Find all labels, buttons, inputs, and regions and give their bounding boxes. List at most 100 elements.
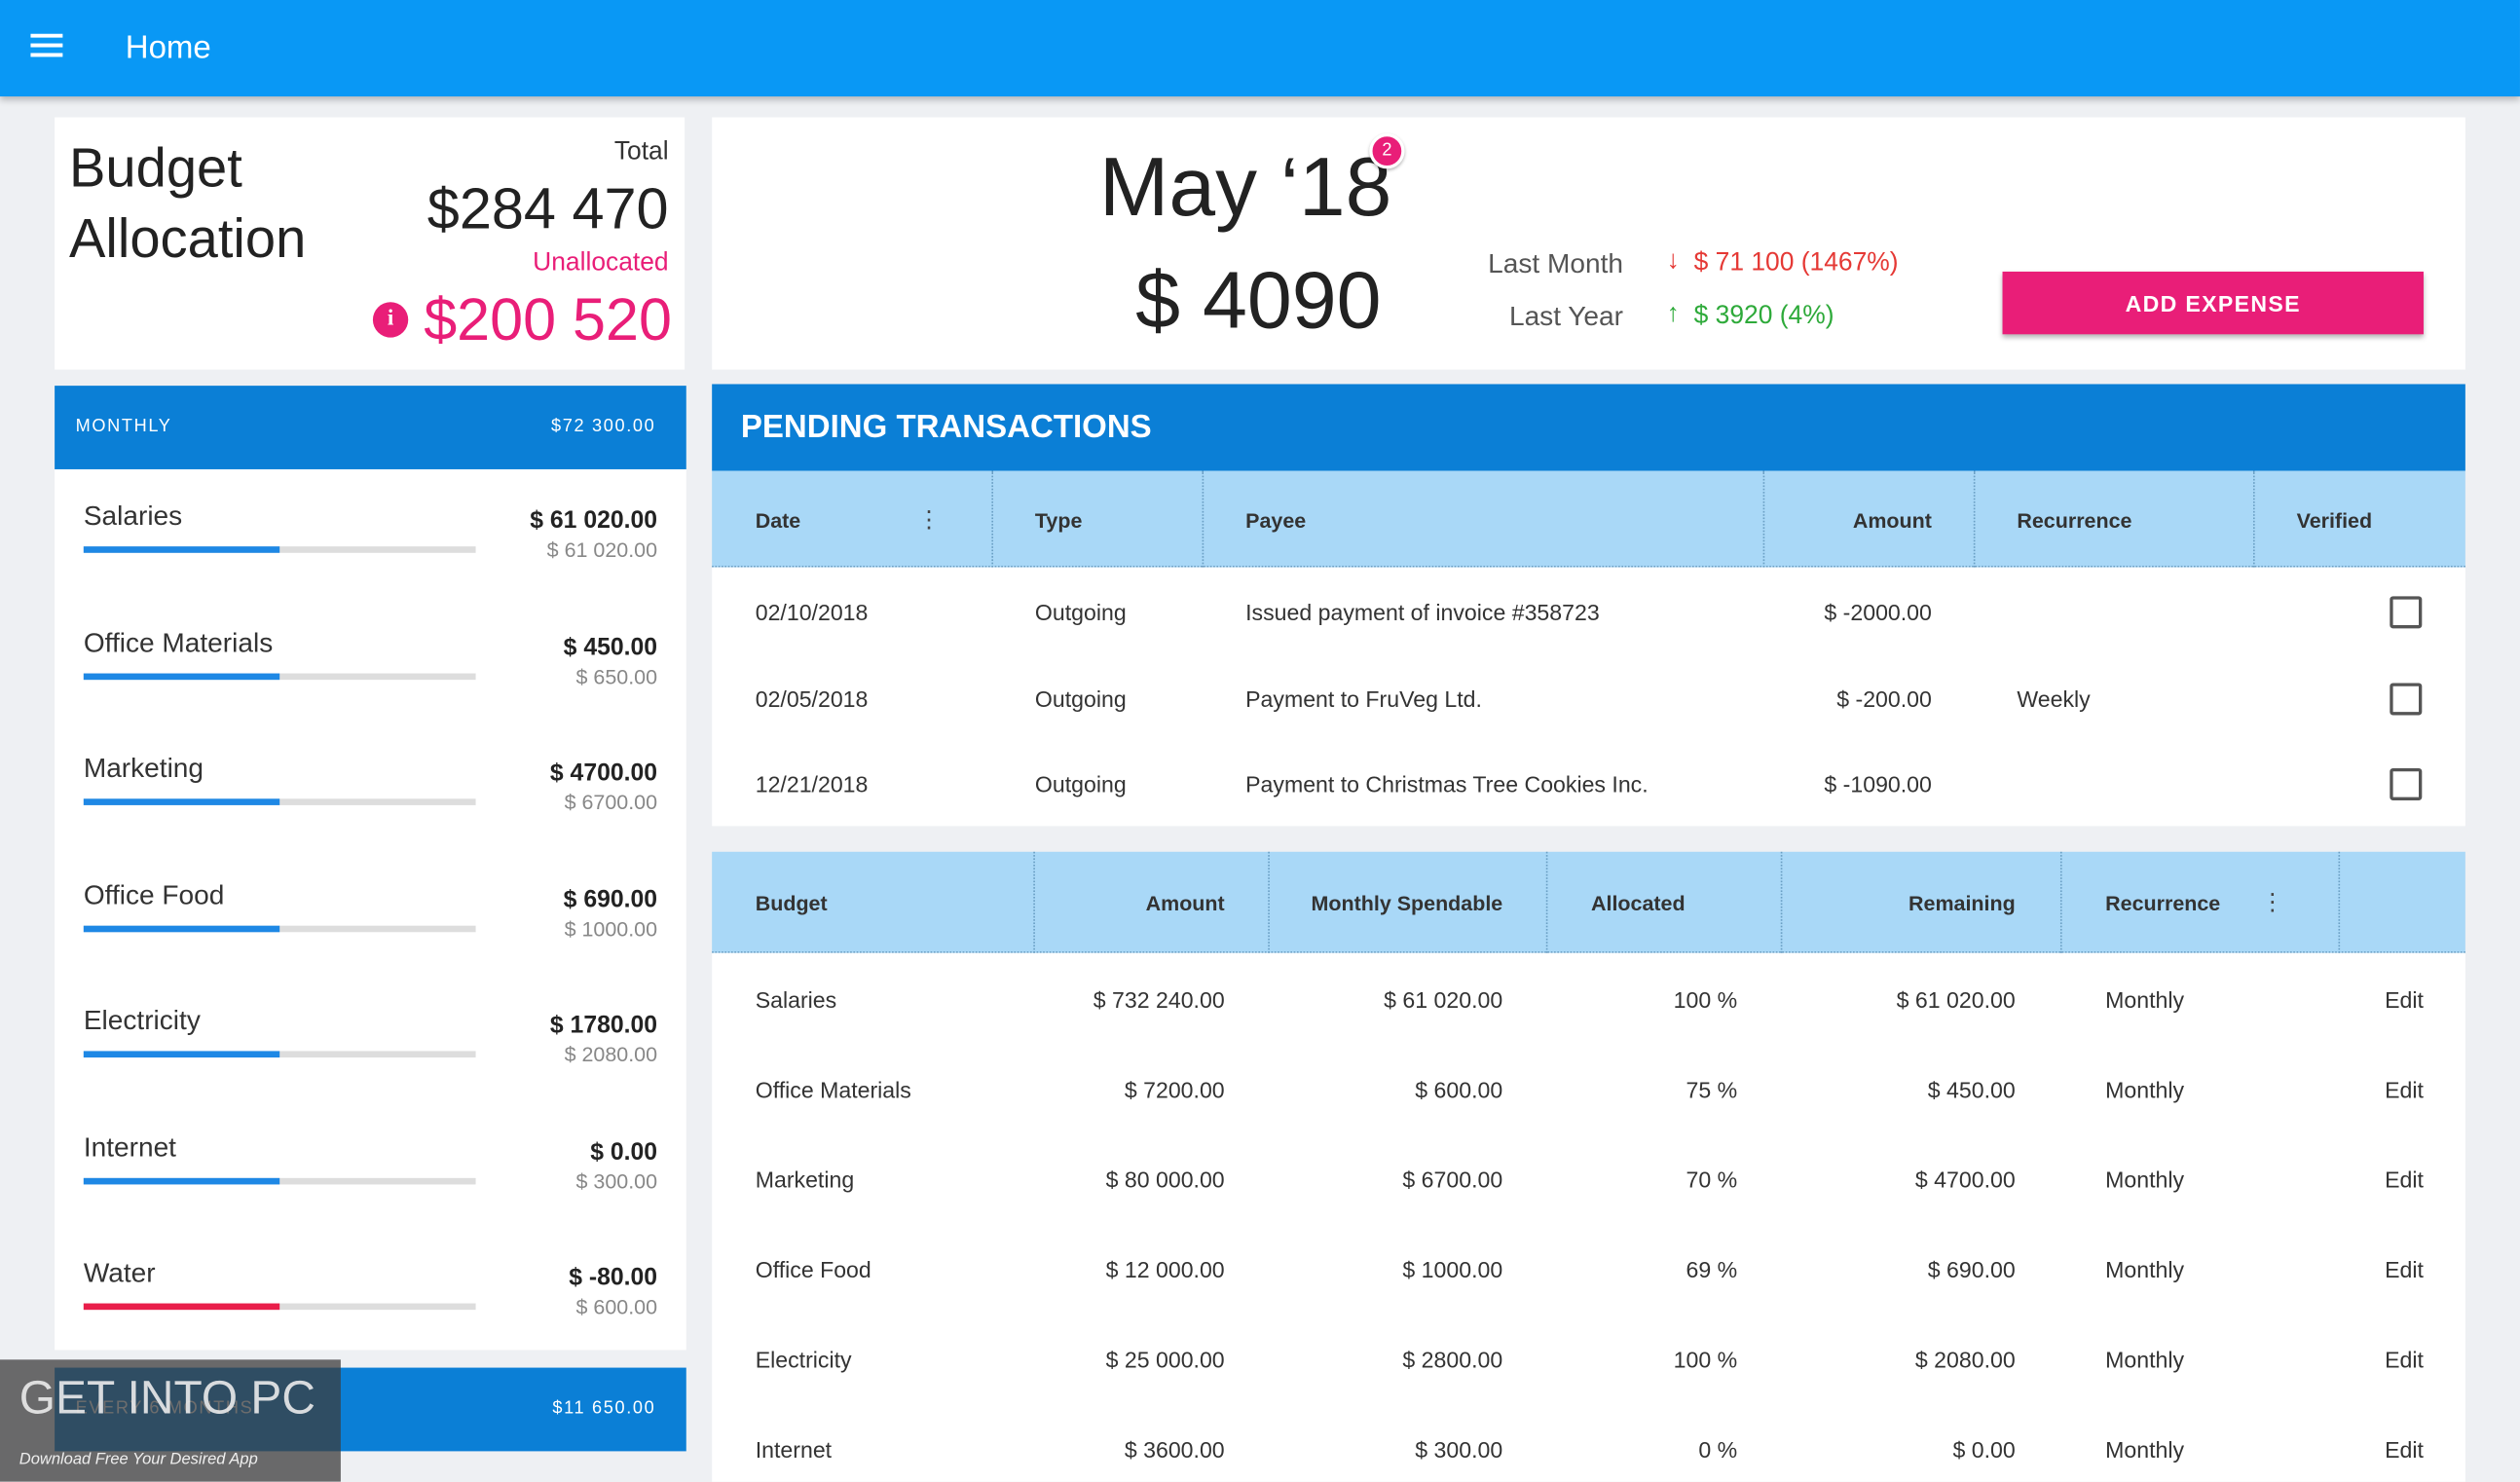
budget-name: Office Food <box>83 878 225 910</box>
watermark-title: GET INTO PC <box>19 1373 315 1426</box>
budget-name: Office Materials <box>83 626 274 658</box>
cell: $ 300.00 <box>1415 1436 1503 1463</box>
last-month-value: $ 71 100 (1467%) <box>1693 248 1899 277</box>
column-menu[interactable]: · · · <box>2268 880 2278 925</box>
column-divider <box>1780 851 1783 953</box>
monthly-list <box>55 468 686 1351</box>
watermark <box>0 1359 341 1482</box>
cell: $ 61 020.00 <box>1384 986 1503 1013</box>
cell: $ 12 000.00 <box>1105 1256 1225 1283</box>
column-divider <box>1545 851 1548 953</box>
edit-link[interactable]: Edit <box>2385 1436 2424 1463</box>
last-month-label: Last Month <box>1488 248 1624 279</box>
cell: 75 % <box>1686 1076 1738 1103</box>
budget-columns <box>712 851 2465 953</box>
cell: Outgoing <box>1034 771 1127 797</box>
cell: 100 % <box>1673 986 1738 1013</box>
add-expense-button[interactable] <box>2002 271 2424 335</box>
group-header <box>55 386 686 469</box>
column-header: Allocated <box>1590 891 1686 915</box>
arrow-up: ↑ <box>1666 300 1680 328</box>
badge <box>1369 132 1405 169</box>
cell: Payment to FruVeg Ltd. <box>1245 685 1482 712</box>
pending-title: PENDING TRANSACTIONS <box>740 409 1152 446</box>
cell: 100 % <box>1673 1347 1738 1373</box>
column-header: Budget <box>755 891 828 915</box>
month-title: May ‘18 <box>1098 141 1392 235</box>
budget-name: Internet <box>83 1130 176 1163</box>
app-bar <box>0 0 2520 97</box>
column-divider <box>991 470 994 568</box>
verify-checkbox[interactable] <box>2390 596 2423 629</box>
column-header: Monthly Spendable <box>1311 891 1503 915</box>
cell: Monthly <box>2105 1256 2185 1283</box>
cell: Electricity <box>755 1347 852 1373</box>
verify-checkbox[interactable] <box>2390 682 2423 715</box>
cell: 0 % <box>1698 1436 1738 1463</box>
cell: Internet <box>755 1436 833 1463</box>
progress-fill <box>83 546 280 553</box>
month-amount: $ 4090 <box>1135 255 1382 346</box>
cell: 02/05/2018 <box>755 685 869 712</box>
pending-header <box>712 384 2465 471</box>
badge-count: 2 <box>1382 140 1392 161</box>
arrow-down: ↓ <box>1666 247 1680 276</box>
budget-spent: $ 4700.00 <box>549 759 658 787</box>
menu-icon[interactable] <box>30 33 65 63</box>
cell: $ 2080.00 <box>1914 1347 2016 1373</box>
column-menu[interactable]: · · · <box>924 498 934 542</box>
last-year-value: $ 3920 (4%) <box>1693 302 1834 330</box>
cell: Outgoing <box>1034 599 1127 626</box>
budget-limit: $ 2080.00 <box>564 1042 658 1067</box>
budget-spent: $ 1780.00 <box>549 1011 658 1040</box>
progress-fill <box>83 1051 280 1058</box>
budget-name: Salaries <box>83 500 183 532</box>
cell: $ 3600.00 <box>1124 1436 1225 1463</box>
summary-title: Budget Allocation <box>68 137 307 271</box>
edit-link[interactable]: Edit <box>2385 1167 2424 1193</box>
progress-fill <box>83 672 280 680</box>
cell: $ 690.00 <box>1927 1256 2016 1283</box>
edit-link[interactable]: Edit <box>2385 1076 2424 1103</box>
budget-spent: $ -80.00 <box>569 1264 658 1292</box>
cell: Monthly <box>2105 1436 2185 1463</box>
cell: $ 7200.00 <box>1124 1076 1225 1103</box>
column-header: Verified <box>2296 508 2373 534</box>
cell: $ -1090.00 <box>1824 771 1932 797</box>
cell: $ 0.00 <box>1952 1436 2016 1463</box>
cell: 12/21/2018 <box>755 771 869 797</box>
column-divider <box>1973 470 1976 568</box>
unallocated-value: $200 520 <box>424 286 672 353</box>
budget-limit: $ 1000.00 <box>564 915 658 941</box>
verify-checkbox[interactable] <box>2390 767 2423 800</box>
cell: $ 6700.00 <box>1402 1167 1503 1193</box>
budget-name: Marketing <box>83 753 204 784</box>
cell: Weekly <box>2017 685 2091 712</box>
budget-limit: $ 6700.00 <box>564 790 658 814</box>
watermark-subtitle: Download Free Your Desired App <box>19 1451 258 1469</box>
group-label: MONTHLY <box>75 417 172 437</box>
cell: Monthly <box>2105 1167 2185 1193</box>
group-total: $11 650.00 <box>552 1398 656 1419</box>
edit-link[interactable]: Edit <box>2385 986 2424 1013</box>
progress-fill <box>83 1303 280 1311</box>
column-header: Amount <box>1145 891 1225 915</box>
progress-fill <box>83 798 280 805</box>
cell: Office Food <box>755 1256 871 1283</box>
edit-link[interactable]: Edit <box>2385 1347 2424 1373</box>
budget-body <box>712 952 2465 1482</box>
column-header: Recurrence <box>2017 508 2132 534</box>
budget-limit: $ 300.00 <box>575 1167 658 1193</box>
budget-limit: $ 600.00 <box>575 1294 658 1319</box>
edit-link[interactable]: Edit <box>2385 1256 2424 1283</box>
cell: Monthly <box>2105 1076 2185 1103</box>
column-divider <box>1202 470 1204 568</box>
budget-name: Water <box>83 1257 156 1288</box>
budget-limit: $ 650.00 <box>575 663 658 688</box>
column-divider <box>2253 470 2255 568</box>
column-header: Remaining <box>1909 891 2016 915</box>
cell: Monthly <box>2105 986 2185 1013</box>
cell: 70 % <box>1686 1167 1738 1193</box>
